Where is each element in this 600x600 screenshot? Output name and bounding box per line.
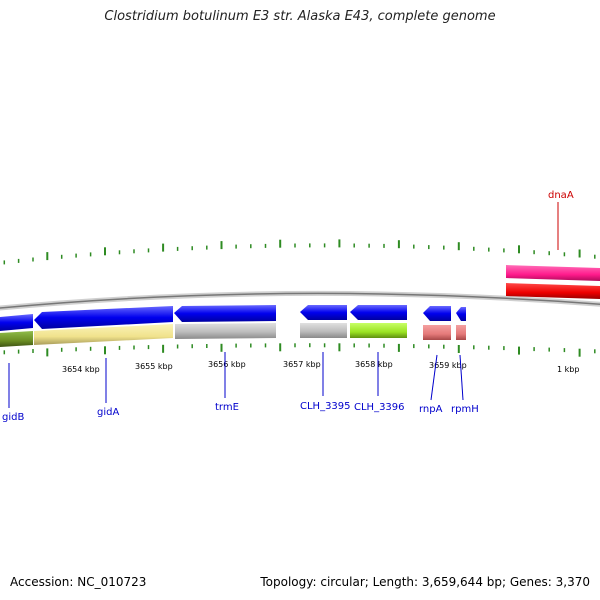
cog-block-CLH_3396 <box>350 323 407 338</box>
gene-label-rpmH[interactable]: rpmH <box>451 404 479 415</box>
gene-arrow-rnpA[interactable] <box>423 306 451 321</box>
gene-label-rnpA[interactable]: rnpA <box>419 404 443 415</box>
gene-label-gidB[interactable]: gidB <box>2 412 24 423</box>
scale-label: 3657 kbp <box>283 360 321 369</box>
gene-arrow-gidB[interactable] <box>0 314 33 331</box>
genome-backbone-edge <box>0 292 600 309</box>
map-title: Clostridium botulinum E3 str. Alaska E43… <box>104 9 496 24</box>
label-leader-rnpA <box>430 354 438 401</box>
lower-tick-ring <box>3 343 596 357</box>
gene-arrow-rpmH[interactable] <box>456 307 466 321</box>
gene-label-dnaA[interactable]: dnaA <box>548 190 574 201</box>
cog-block-rpmH <box>456 325 466 340</box>
scale-label: 3658 kbp <box>355 360 393 369</box>
cog-block-gidA <box>34 324 173 345</box>
upper-tick-ring <box>3 239 596 265</box>
scale-label: 3655 kbp <box>135 362 173 371</box>
cog-block-trmE <box>175 323 276 339</box>
scale-label: 3656 kbp <box>208 360 246 369</box>
scale-label: 1 kbp <box>557 365 579 374</box>
gene-arrow-CLH_3395[interactable] <box>300 305 347 320</box>
gene-label-trmE[interactable]: trmE <box>215 402 239 413</box>
genome-info-text: Topology: circular; Length: 3,659,644 bp… <box>260 575 590 589</box>
gene-label-CLH_3395[interactable]: CLH_3395 <box>300 401 351 412</box>
gene-label-CLH_3396[interactable]: CLH_3396 <box>354 402 405 413</box>
cog-block-gidB <box>0 331 33 347</box>
label-leader-rpmH <box>459 354 464 401</box>
gene-arrow-trmE[interactable] <box>174 305 276 322</box>
accession-text: Accession: NC_010723 <box>10 575 147 589</box>
gene-arrow-CLH_3396[interactable] <box>350 305 407 320</box>
gene-arrow-dnaA[interactable] <box>506 265 600 281</box>
cog-block-rnpA <box>423 325 451 340</box>
cog-block-CLH_3395 <box>300 323 347 338</box>
scale-label: 3659 kbp <box>429 361 467 370</box>
gene-label-gidA[interactable]: gidA <box>97 407 119 418</box>
gene-arrow-gidA[interactable] <box>34 306 173 329</box>
cog-block-dnaA <box>506 283 600 299</box>
scale-label: 3654 kbp <box>62 365 100 374</box>
